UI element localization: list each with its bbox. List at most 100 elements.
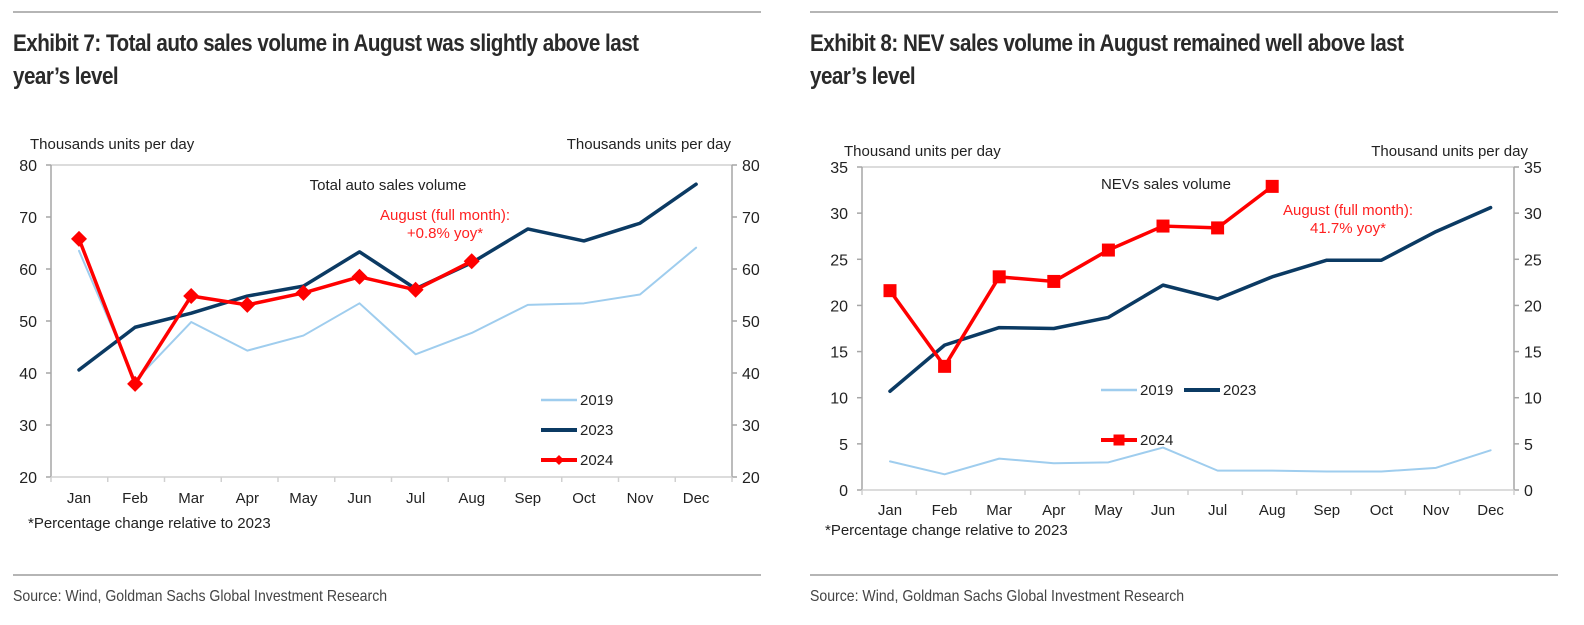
- x-tick-label: Jan: [878, 502, 902, 519]
- x-tick-label: Aug: [1259, 502, 1286, 519]
- series-line-2024: [77, 237, 474, 386]
- left-y-tick-label: 20: [830, 298, 848, 315]
- x-tick-label: Jul: [406, 490, 425, 507]
- left-y-tick-label: 15: [830, 345, 848, 362]
- footnote: *Percentage change relative to 2023: [28, 515, 271, 532]
- left-y-tick-label: 25: [830, 252, 848, 269]
- left-y-tick-label: 20: [19, 470, 37, 487]
- top-divider: [810, 11, 1558, 13]
- exhibit-7-title-line-2: year’s level: [13, 63, 119, 90]
- exhibit-8-title-line-1: Exhibit 8: NEV sales volume in August re…: [810, 30, 1404, 57]
- right-y-tick-label: 40: [742, 366, 760, 383]
- x-tick-label: Jul: [1208, 502, 1227, 519]
- chart-inner-title: NEVs sales volume: [1101, 176, 1231, 193]
- x-tick-label: Oct: [1370, 502, 1394, 519]
- marker-2024-square: [1211, 221, 1225, 235]
- x-tick-label: May: [1094, 502, 1123, 519]
- marker-2024-diamond: [71, 230, 87, 247]
- right-y-tick-label: 15: [1524, 345, 1542, 362]
- marker-2024-square: [938, 359, 952, 373]
- x-tick-label: Apr: [236, 490, 259, 507]
- right-y-tick-label: 0: [1524, 483, 1533, 500]
- legend-label-2024: 2024: [1140, 432, 1173, 449]
- legend-label-2023: 2023: [580, 422, 613, 439]
- x-tick-label: Nov: [1423, 502, 1450, 519]
- x-tick-label: Dec: [683, 490, 710, 507]
- chart-total-auto-sales: Thousands units per day Thousands units …: [19, 136, 760, 532]
- series-line-2023: [888, 205, 1493, 394]
- bottom-divider: [810, 574, 1558, 576]
- chart-nev-sales: Thousand units per day Thousand units pe…: [825, 143, 1542, 539]
- series-line-2019: [78, 246, 698, 382]
- marker-2024-square: [1047, 274, 1061, 288]
- x-tick-label: Apr: [1042, 502, 1065, 519]
- marker-2024-diamond: [127, 375, 144, 392]
- legend-label-2019: 2019: [580, 392, 613, 409]
- marker-2024-square: [1265, 179, 1279, 193]
- right-y-tick-label: 30: [742, 418, 760, 435]
- series-line-2023: [77, 182, 698, 372]
- marker-2024-square: [883, 284, 897, 298]
- x-tick-label: Nov: [627, 490, 654, 507]
- left-axis-label: Thousand units per day: [844, 143, 1001, 160]
- left-y-tick-label: 10: [830, 391, 848, 408]
- x-tick-label: Jan: [67, 490, 91, 507]
- legend: 2019 2023 2024: [541, 392, 613, 469]
- marker-2024-diamond: [407, 281, 424, 298]
- x-tick-label: Dec: [1477, 502, 1504, 519]
- marker-2024-square: [1101, 243, 1115, 257]
- series-layer: [71, 182, 698, 392]
- exhibit-7-title-line-1: Exhibit 7: Total auto sales volume in Au…: [13, 30, 639, 57]
- exhibit-8-title: Exhibit 8: NEV sales volume in August re…: [810, 27, 1404, 93]
- right-y-tick-label: 30: [1524, 206, 1542, 223]
- chart-inner-title: Total auto sales volume: [310, 177, 467, 194]
- x-tick-label: Mar: [178, 490, 204, 507]
- legend-marker-square: [1113, 434, 1125, 446]
- legend-label-2019: 2019: [1140, 382, 1173, 399]
- x-tick-label: Feb: [932, 502, 958, 519]
- x-tick-label: Oct: [572, 490, 596, 507]
- x-tick-label: May: [289, 490, 318, 507]
- left-y-tick-label: 40: [19, 366, 37, 383]
- axes-layer: 20 20 30 30 40 40 50 50 60 60 70 70 80 80 Jan Feb Mar Apr…: [19, 158, 760, 507]
- left-y-tick-label: 0: [839, 483, 848, 500]
- right-axis-label: Thousands units per day: [567, 136, 732, 153]
- legend: 2019 2023 2024: [1101, 382, 1256, 449]
- annotation-line-2: +0.8% yoy*: [407, 225, 483, 242]
- axes-layer: 0 0 5 5 10 10 15 15 20 20 25 25 30 30 35 35 Jan Feb Mar Apr…: [830, 160, 1542, 519]
- top-divider: [13, 11, 761, 13]
- left-y-tick-label: 70: [19, 210, 37, 227]
- x-tick-label: Aug: [458, 490, 485, 507]
- left-axis-label: Thousands units per day: [30, 136, 195, 153]
- x-tick-label: Sep: [1313, 502, 1340, 519]
- x-tick-label: Mar: [986, 502, 1012, 519]
- right-y-tick-label: 20: [742, 470, 760, 487]
- marker-2024-diamond: [351, 268, 368, 285]
- right-axis-label: Thousand units per day: [1371, 143, 1528, 160]
- right-y-tick-label: 50: [742, 314, 760, 331]
- right-y-tick-label: 25: [1524, 252, 1542, 269]
- legend-label-2023: 2023: [1223, 382, 1256, 399]
- left-y-tick-label: 60: [19, 262, 37, 279]
- marker-2024-square: [1156, 219, 1170, 233]
- x-tick-label: Feb: [122, 490, 148, 507]
- x-tick-label: Jun: [347, 490, 371, 507]
- marker-2024-diamond: [295, 284, 312, 301]
- exhibit-8-source: Source: Wind, Goldman Sachs Global Inves…: [810, 588, 1185, 605]
- right-y-tick-label: 10: [1524, 391, 1542, 408]
- annotation-line-2: 41.7% yoy*: [1310, 220, 1386, 237]
- exhibit-8-title-line-2: year’s level: [810, 63, 916, 90]
- legend-label-2024: 2024: [580, 452, 613, 469]
- left-y-tick-label: 5: [839, 437, 848, 454]
- left-y-tick-label: 50: [19, 314, 37, 331]
- footnote: *Percentage change relative to 2023: [825, 522, 1068, 539]
- right-y-tick-label: 80: [742, 158, 760, 175]
- x-tick-label: Sep: [514, 490, 541, 507]
- series-line-2019: [889, 446, 1492, 476]
- marker-2024-diamond: [239, 296, 256, 313]
- annotation-line-1: August (full month):: [1283, 202, 1413, 219]
- left-y-tick-label: 80: [19, 158, 37, 175]
- right-y-tick-label: 35: [1524, 160, 1542, 177]
- right-y-tick-label: 5: [1524, 437, 1533, 454]
- right-y-tick-label: 60: [742, 262, 760, 279]
